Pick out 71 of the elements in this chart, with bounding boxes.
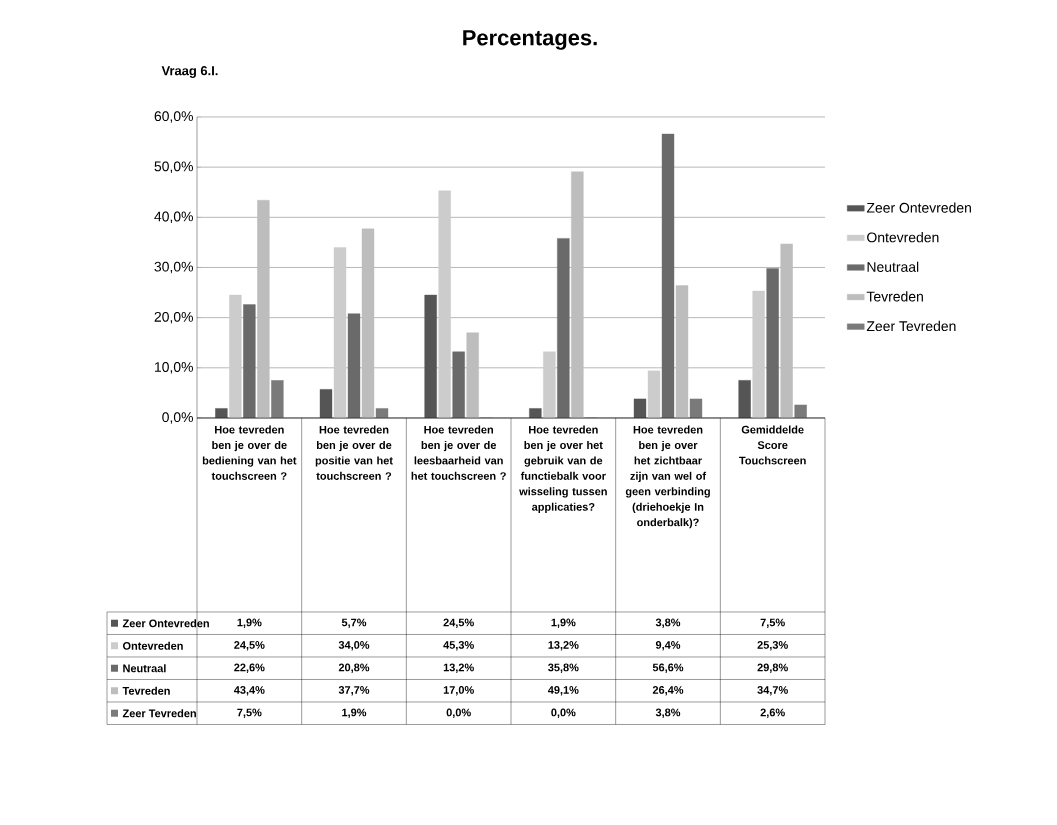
data-label: 20,8% xyxy=(338,663,370,673)
data-label: 3,8% xyxy=(655,708,681,718)
y-tick-label: 40,0% xyxy=(154,211,193,224)
data-label: 22,6% xyxy=(234,663,265,673)
data-label: 9,4% xyxy=(655,641,681,651)
data-label: 0,0% xyxy=(551,708,576,718)
legend-label: Zeer Ontevreden xyxy=(866,202,971,213)
bar xyxy=(466,332,479,418)
bar xyxy=(675,285,689,418)
data-label: 2,6% xyxy=(760,708,785,718)
text: Neutraal xyxy=(123,664,166,673)
bar xyxy=(361,228,375,418)
data-label: 1,9% xyxy=(551,618,576,628)
data-label: 43,4% xyxy=(233,686,265,696)
y-tick-label: 50,0% xyxy=(154,161,193,173)
legend-label: Neutraal xyxy=(867,261,919,272)
x-tick-label: Hoe tevreden ben je over de bediening van het touchscreen ? xyxy=(202,425,297,480)
y-tick-label: 10,0% xyxy=(155,362,193,374)
data-label: 0,0% xyxy=(446,708,471,718)
bar xyxy=(794,404,807,418)
data-label: 13,2% xyxy=(443,663,474,673)
y-tick-label: 0,0% xyxy=(162,412,193,424)
bar xyxy=(752,290,765,418)
data-label: 7,5% xyxy=(237,708,262,718)
bar xyxy=(257,200,270,418)
x-tick-label: Hoe tevreden ben je over het zichtbaar zijn van wel of geen verbinding (driehoekje In onderbalk)? xyxy=(625,425,710,529)
bar xyxy=(438,190,451,418)
data-label: 17,0% xyxy=(443,686,474,696)
chart-subtitle: Vraag 6.I. xyxy=(161,66,218,78)
y-tick-label: 60,0% xyxy=(154,111,193,123)
y-tick-label: 30,0% xyxy=(154,261,193,274)
text: Tevreden xyxy=(122,686,170,695)
y-tick-label: 20,0% xyxy=(154,311,193,324)
legend-label: Tevreden xyxy=(866,291,923,302)
data-label: 34,0% xyxy=(338,641,370,651)
data-label: 29,8% xyxy=(757,663,788,673)
bar xyxy=(375,408,389,418)
data-label: 3,8% xyxy=(655,618,681,628)
legend-label: Ontevreden xyxy=(867,232,939,243)
data-label: 25,3% xyxy=(757,641,788,651)
legend-label: Zeer Tevreden xyxy=(866,320,956,332)
text: Zeer Tevreden xyxy=(122,709,196,718)
data-label: 1,9% xyxy=(342,708,367,718)
bar xyxy=(543,351,556,418)
data-label: 49,1% xyxy=(547,686,579,696)
data-label: 26,4% xyxy=(652,686,684,696)
text: Zeer Ontevreden xyxy=(122,619,209,628)
data-label: 45,3% xyxy=(443,641,474,651)
bar xyxy=(229,294,242,418)
data-label: 24,5% xyxy=(443,618,474,628)
x-tick-label: Hoe tevreden ben je over de positie van het touchscreen ? xyxy=(315,425,393,480)
x-tick-label: Hoe tevreden ben je over het gebruik van de functiebalk voor wisseling tussen applicaties? xyxy=(519,425,607,513)
chart-title: Percentages. xyxy=(463,30,597,50)
data-label: 24,5% xyxy=(234,641,265,651)
data-label: 1,9% xyxy=(237,618,262,628)
bar xyxy=(780,243,793,418)
data-label: 56,6% xyxy=(652,663,684,673)
x-tick-label: Hoe tevreden ben je over de leesbaarheid van het touchscreen ? xyxy=(411,425,506,480)
data-label: 34,7% xyxy=(757,686,788,696)
bar xyxy=(571,171,584,418)
data-label: 37,7% xyxy=(338,686,370,696)
text: Ontevreden xyxy=(122,641,183,650)
data-label: 35,8% xyxy=(548,663,579,673)
bar xyxy=(647,370,661,418)
bar xyxy=(333,247,347,418)
data-label: 13,2% xyxy=(548,641,579,651)
bar xyxy=(271,380,284,418)
data-label: 5,7% xyxy=(341,618,367,628)
bar xyxy=(689,398,703,418)
data-label: 7,5% xyxy=(760,618,785,628)
x-tick-label: Gemiddelde Score Touchscreen xyxy=(739,425,806,465)
